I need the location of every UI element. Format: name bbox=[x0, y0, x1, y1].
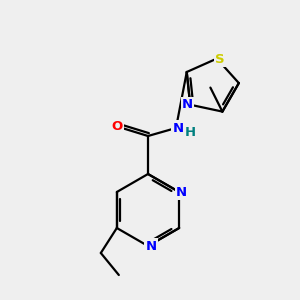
Text: N: N bbox=[182, 98, 193, 111]
Text: N: N bbox=[146, 239, 157, 253]
Text: O: O bbox=[111, 121, 123, 134]
Text: N: N bbox=[176, 185, 187, 199]
Text: S: S bbox=[215, 53, 225, 66]
Text: N: N bbox=[172, 122, 184, 134]
Text: H: H bbox=[184, 125, 196, 139]
